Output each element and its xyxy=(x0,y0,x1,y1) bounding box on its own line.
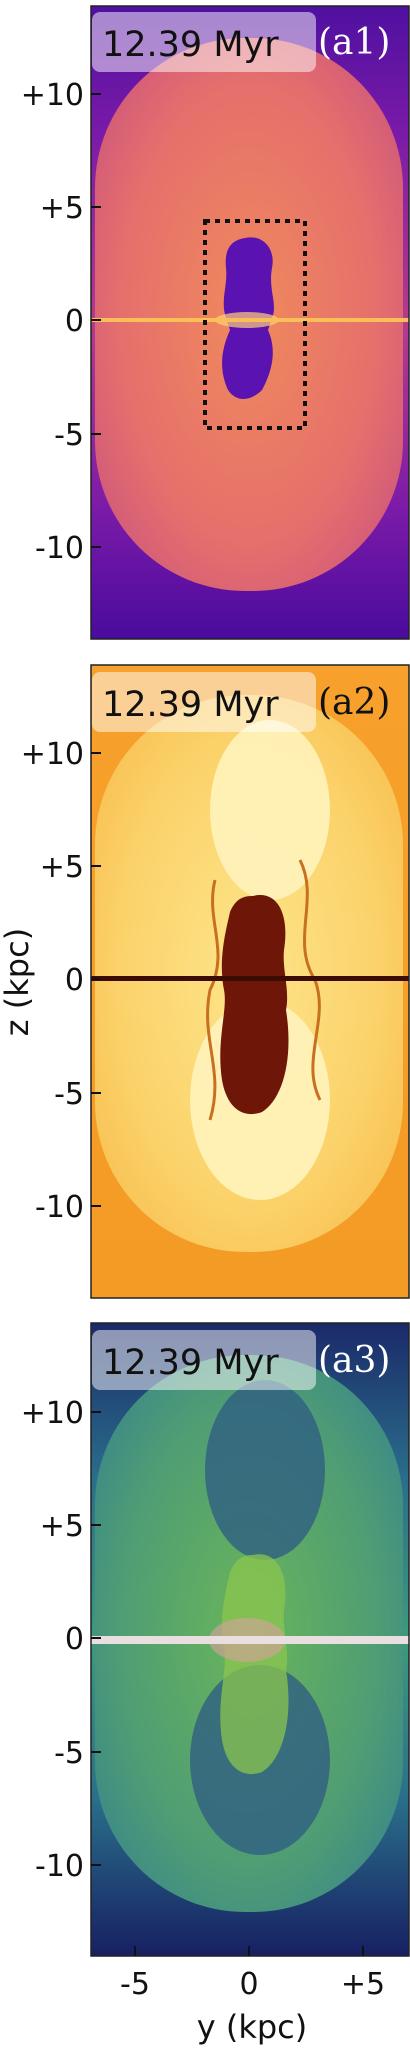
z-tick-label: +10 xyxy=(21,78,84,113)
panel-a1-time: 12.39 Myr xyxy=(102,25,279,65)
z-tick-label: -5 xyxy=(54,1736,84,1771)
z-tick-label: +5 xyxy=(40,191,84,226)
y-tick-label: -5 xyxy=(120,1967,150,2002)
panel-a3-jet-cavity xyxy=(220,1554,289,1775)
panel-a3-tag: (a3) xyxy=(318,1340,390,1381)
z-axis-label: z (kpc) xyxy=(0,928,36,1036)
z-tick-label: -10 xyxy=(35,1190,84,1225)
y-tick-label: +5 xyxy=(341,1967,385,2002)
panel-a3-disk xyxy=(91,1636,409,1644)
panel-a3-lobe-upper xyxy=(205,1380,325,1560)
y-tick-label: 0 xyxy=(239,1967,258,2002)
z-tick-label: -5 xyxy=(54,1077,84,1112)
panel-a2-time: 12.39 Myr xyxy=(102,685,279,725)
panel-a3 xyxy=(91,1323,409,1956)
panel-a2-disk xyxy=(91,976,409,981)
y-axis-label: y (kpc) xyxy=(197,2008,308,2046)
panel-a2-label-box xyxy=(92,672,316,732)
panel-a3-time: 12.39 Myr xyxy=(102,1343,279,1383)
z-tick-label: +5 xyxy=(40,850,84,885)
panel-a1-frame xyxy=(90,5,410,640)
panel-a1-tag: (a1) xyxy=(318,22,390,63)
panel-a2-lobe-upper xyxy=(210,720,330,900)
panel-a1-zoom-box xyxy=(203,219,307,430)
panel-a2-tag: (a2) xyxy=(318,682,390,723)
z-tick-label: +10 xyxy=(21,737,84,772)
z-tick-label: +10 xyxy=(21,1396,84,1431)
z-tick-label: -5 xyxy=(54,418,84,453)
z-tick-label: 0 xyxy=(65,304,84,339)
z-axis-ticks xyxy=(91,93,101,1866)
panel-a2-jet-cavity xyxy=(220,895,289,1115)
z-tick-label: +5 xyxy=(40,1509,84,1544)
panel-a2-filament xyxy=(206,879,220,1121)
panel-a1-label-box xyxy=(92,12,316,72)
z-tick-label: 0 xyxy=(65,1622,84,1657)
z-tick-label: 0 xyxy=(65,963,84,998)
panel-a2 xyxy=(91,665,409,1298)
panel-a2-frame xyxy=(90,664,410,1299)
panel-a1 xyxy=(91,6,409,639)
panel-a1-disk xyxy=(91,318,409,322)
y-axis-ticks xyxy=(134,1946,364,1956)
z-tick-label: -10 xyxy=(35,531,84,566)
z-tick-label: -10 xyxy=(35,1849,84,1884)
panel-a3-label-box xyxy=(92,1330,316,1390)
